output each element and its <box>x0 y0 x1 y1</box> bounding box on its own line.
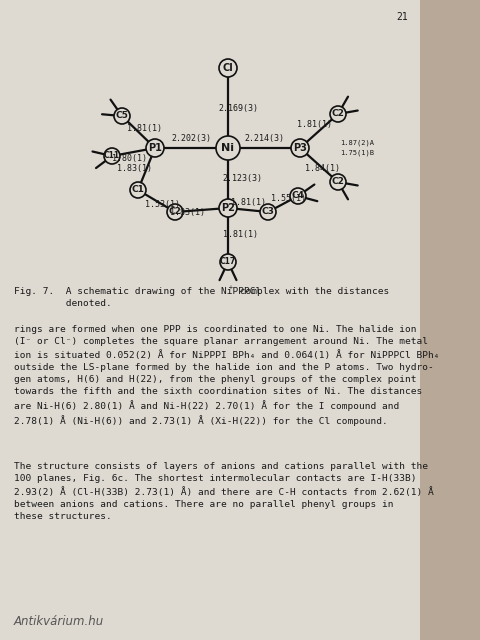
Circle shape <box>219 199 237 217</box>
Circle shape <box>146 139 164 157</box>
Text: 2.214(3): 2.214(3) <box>244 134 284 143</box>
Text: P3: P3 <box>293 143 307 153</box>
Text: 1.87(2)A: 1.87(2)A <box>340 140 374 147</box>
Text: 2.123(3): 2.123(3) <box>222 173 262 182</box>
Text: 1.84(1): 1.84(1) <box>305 164 340 173</box>
Text: 1.75(1)B: 1.75(1)B <box>340 150 374 156</box>
Text: Cl: Cl <box>223 63 233 73</box>
Text: C2: C2 <box>168 207 181 216</box>
Text: Antikvárium.hu: Antikvárium.hu <box>14 615 104 628</box>
Text: complex with the distances: complex with the distances <box>234 287 389 296</box>
Text: denoted.: denoted. <box>14 299 112 308</box>
Text: Ni: Ni <box>221 143 235 153</box>
Circle shape <box>219 59 237 77</box>
Text: 2.202(3): 2.202(3) <box>171 134 212 143</box>
Circle shape <box>330 106 346 122</box>
Text: C4: C4 <box>291 191 304 200</box>
Text: C3: C3 <box>262 207 275 216</box>
Text: rings are formed when one PPP is coordinated to one Ni. The halide ion
(I⁻ or Cl: rings are formed when one PPP is coordin… <box>14 325 440 426</box>
Text: 1.53(1): 1.53(1) <box>145 200 180 209</box>
Circle shape <box>260 204 276 220</box>
Bar <box>420 0 480 640</box>
Text: 1.81(1): 1.81(1) <box>127 124 162 132</box>
Text: Fig. 7.  A schematic drawing of the NiPPPCl: Fig. 7. A schematic drawing of the NiPPP… <box>14 287 261 296</box>
Bar <box>0 0 420 640</box>
Text: C11: C11 <box>104 152 120 161</box>
Text: +: + <box>229 284 233 290</box>
Text: 1.80(1): 1.80(1) <box>112 154 147 163</box>
Text: C1: C1 <box>132 186 144 195</box>
Text: 1.83(1): 1.83(1) <box>117 164 152 173</box>
Text: C5: C5 <box>116 111 129 120</box>
Circle shape <box>216 136 240 160</box>
Text: 21: 21 <box>396 12 408 22</box>
Circle shape <box>130 182 146 198</box>
Text: P1: P1 <box>148 143 162 153</box>
Circle shape <box>330 174 346 190</box>
Text: 2.169(3): 2.169(3) <box>218 104 258 113</box>
Text: C2: C2 <box>332 109 345 118</box>
Circle shape <box>104 148 120 164</box>
Text: 1.81(1): 1.81(1) <box>230 198 265 207</box>
Circle shape <box>114 108 130 124</box>
Text: C2: C2 <box>332 177 345 186</box>
Text: The structure consists of layers of anions and cations parallel with the
100 pla: The structure consists of layers of anio… <box>14 462 434 521</box>
Circle shape <box>220 254 236 270</box>
Circle shape <box>291 139 309 157</box>
Circle shape <box>167 204 183 220</box>
Text: 1.83(1): 1.83(1) <box>170 207 205 216</box>
Text: P2: P2 <box>221 203 235 213</box>
Circle shape <box>290 188 306 204</box>
Text: 1.55(1): 1.55(1) <box>272 193 307 202</box>
Text: 1.81(1): 1.81(1) <box>298 120 333 129</box>
Text: C17: C17 <box>220 257 236 266</box>
Text: 1.81(1): 1.81(1) <box>223 230 257 239</box>
